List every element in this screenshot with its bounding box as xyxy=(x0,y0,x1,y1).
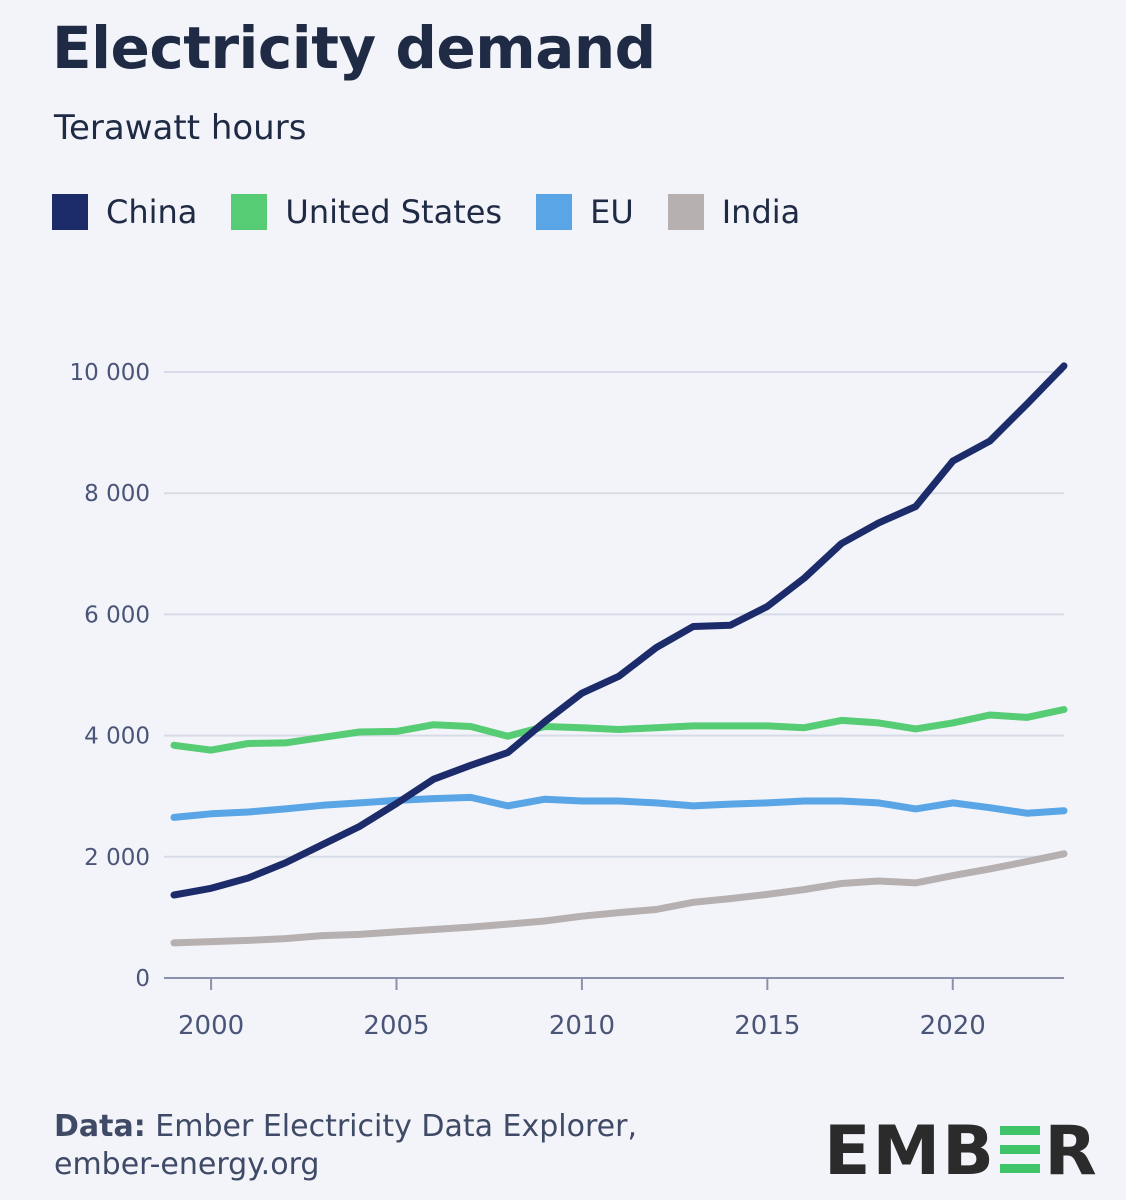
source-footer: Data: Ember Electricity Data Explorer, e… xyxy=(54,1108,637,1184)
source-line: Data: Ember Electricity Data Explorer, xyxy=(54,1108,637,1146)
series-line-eu xyxy=(170,793,1068,821)
legend-label-united-states: United States xyxy=(285,193,503,231)
legend-swatch-eu xyxy=(536,194,573,230)
legend-item-india: India xyxy=(667,193,801,231)
source-url: ember-energy.org xyxy=(54,1147,320,1182)
chart-subtitle: Terawatt hours xyxy=(54,108,307,148)
ember-logo-green-e: E xyxy=(996,1112,1044,1191)
x-tick-label: 2010 xyxy=(549,1011,615,1041)
source-label: Data: xyxy=(54,1109,146,1144)
y-tick-label: 6 000 xyxy=(84,602,150,628)
legend-label-china: China xyxy=(106,193,198,231)
legend: China United States EU India xyxy=(52,193,834,231)
y-tick-label: 2 000 xyxy=(84,845,150,871)
legend-swatch-india xyxy=(667,194,704,230)
x-tick-label: 2000 xyxy=(178,1011,244,1041)
y-tick-label: 8 000 xyxy=(84,481,150,507)
chart-series-lines xyxy=(170,362,1068,947)
ember-logo-text: EMBER xyxy=(824,1112,1099,1191)
x-axis-ticks: 2000 2005 2010 2015 2020 xyxy=(178,978,986,1041)
legend-label-eu: EU xyxy=(590,193,634,231)
line-chart: 0 2 000 4 000 6 000 8 000 10 000 2000 2005 2010… xyxy=(70,360,1068,1041)
legend-swatch-united-states xyxy=(231,194,268,230)
legend-item-eu: EU xyxy=(536,193,634,231)
legend-item-china: China xyxy=(52,193,197,231)
y-tick-label: 0 xyxy=(135,966,150,992)
y-tick-label: 10 000 xyxy=(70,360,150,386)
chart-title: Electricity demand xyxy=(52,14,656,82)
x-tick-label: 2015 xyxy=(734,1011,800,1041)
legend-item-united-states: United States xyxy=(231,193,502,231)
y-tick-label: 4 000 xyxy=(84,724,150,750)
source-text: Ember Electricity Data Explorer, xyxy=(155,1109,637,1144)
x-tick-label: 2005 xyxy=(363,1011,429,1041)
series-line-china xyxy=(170,362,1068,899)
series-line-india xyxy=(170,850,1068,947)
legend-swatch-china xyxy=(52,194,88,230)
series-line-united-states xyxy=(170,706,1068,754)
legend-label-india: India xyxy=(721,193,801,231)
y-axis-ticks: 0 2 000 4 000 6 000 8 000 10 000 xyxy=(70,360,150,992)
x-tick-label: 2020 xyxy=(920,1011,986,1041)
ember-logo: EMBER xyxy=(824,1112,1099,1191)
